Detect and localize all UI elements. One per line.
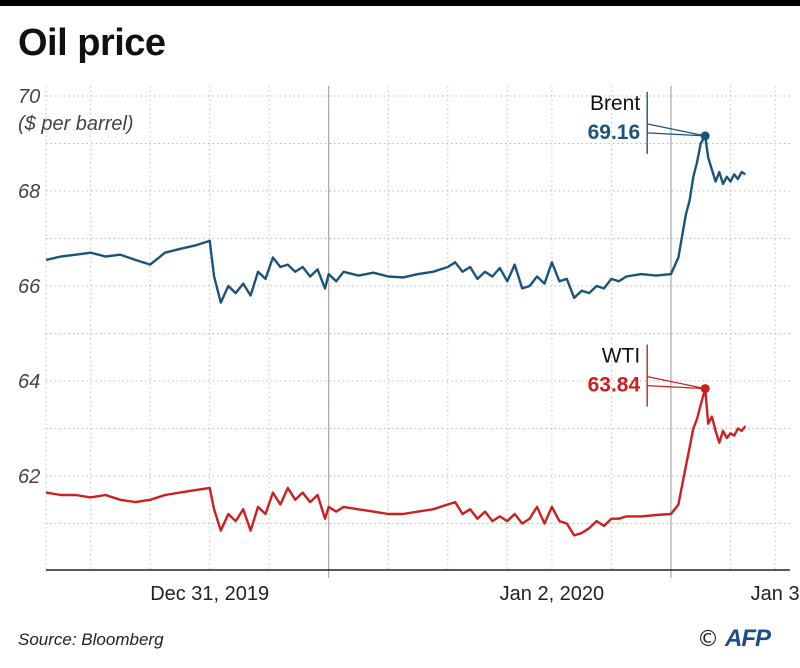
series-value-label-brent: 69.16 bbox=[588, 121, 641, 144]
y-tick-label: 68 bbox=[18, 181, 40, 203]
marker-wti bbox=[700, 384, 710, 394]
series-value-label-wti: 63.84 bbox=[588, 374, 641, 397]
y-tick-label: 66 bbox=[18, 276, 41, 298]
x-tick-label: Dec 31, 2019 bbox=[150, 583, 269, 605]
x-tick-label: Jan 2, 2020 bbox=[500, 583, 605, 605]
y-tick-label: 64 bbox=[18, 371, 40, 393]
y-tick-label: 70 bbox=[18, 86, 40, 108]
source-note: Source: Bloomberg bbox=[18, 630, 164, 649]
y-tick-label: 62 bbox=[18, 466, 40, 488]
copyright-symbol: © bbox=[697, 626, 719, 652]
callout-leader-brent bbox=[647, 132, 706, 137]
callout-leader-wti bbox=[647, 376, 706, 390]
series-line-brent bbox=[45, 134, 747, 304]
series-name-label-brent: Brent bbox=[590, 92, 640, 115]
top-bar bbox=[0, 0, 800, 6]
marker-brent bbox=[700, 131, 710, 141]
callout-leader-wti bbox=[647, 385, 706, 390]
afp-logo: © AFP bbox=[697, 624, 771, 654]
afp-logo-text: AFP bbox=[725, 625, 771, 652]
callout-leader-brent bbox=[647, 123, 706, 137]
x-tick-label: Jan 3 bbox=[751, 583, 800, 605]
series-line-wti bbox=[45, 387, 747, 537]
chart-title: Oil price bbox=[18, 22, 166, 64]
series-name-label-wti: WTI bbox=[602, 345, 640, 368]
y-axis-label: ($ per barrel) bbox=[18, 113, 134, 135]
